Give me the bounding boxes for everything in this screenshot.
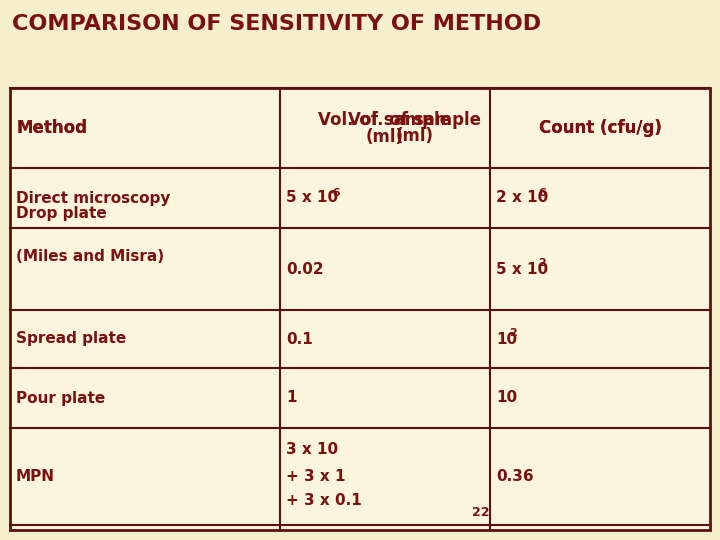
Text: Method: Method: [16, 119, 87, 137]
Text: -6: -6: [328, 187, 341, 198]
Text: 10: 10: [496, 332, 517, 347]
Text: 0.02: 0.02: [286, 261, 323, 276]
Text: 5 x 10: 5 x 10: [286, 191, 338, 206]
Text: 10: 10: [496, 390, 517, 406]
Text: Count (cfu/g): Count (cfu/g): [539, 119, 662, 137]
Text: (ml): (ml): [396, 127, 434, 145]
Text: 6: 6: [539, 187, 546, 198]
Text: 2: 2: [539, 259, 546, 268]
Text: (Miles and Misra): (Miles and Misra): [16, 248, 164, 264]
Text: Drop plate: Drop plate: [16, 206, 107, 221]
Text: Vol. of sample: Vol. of sample: [348, 111, 482, 129]
Text: 0.1: 0.1: [286, 332, 312, 347]
Text: Spread plate: Spread plate: [16, 332, 126, 347]
Text: 2 x 10: 2 x 10: [496, 191, 548, 206]
Text: 0.36: 0.36: [496, 469, 534, 484]
Bar: [10, 88, 710, 530]
Text: Vol. of sample: Vol. of sample: [318, 111, 451, 129]
Text: (ml): (ml): [366, 128, 404, 146]
Text: Direct microscopy: Direct microscopy: [16, 191, 171, 206]
Text: COMPARISON OF SENSITIVITY OF METHOD: COMPARISON OF SENSITIVITY OF METHOD: [12, 14, 541, 34]
Text: + 3 x 0.1: + 3 x 0.1: [286, 493, 361, 508]
Text: 5 x 10: 5 x 10: [496, 261, 548, 276]
Text: 22: 22: [472, 506, 490, 519]
Text: Count (cfu/g): Count (cfu/g): [539, 119, 662, 137]
Text: Pour plate: Pour plate: [16, 390, 105, 406]
Text: 2: 2: [509, 328, 517, 339]
Text: 1: 1: [286, 390, 297, 406]
Text: MPN: MPN: [16, 469, 55, 484]
Text: + 3 x 1: + 3 x 1: [286, 469, 346, 484]
Text: Method: Method: [16, 119, 87, 137]
Text: 3 x 10: 3 x 10: [286, 442, 338, 457]
